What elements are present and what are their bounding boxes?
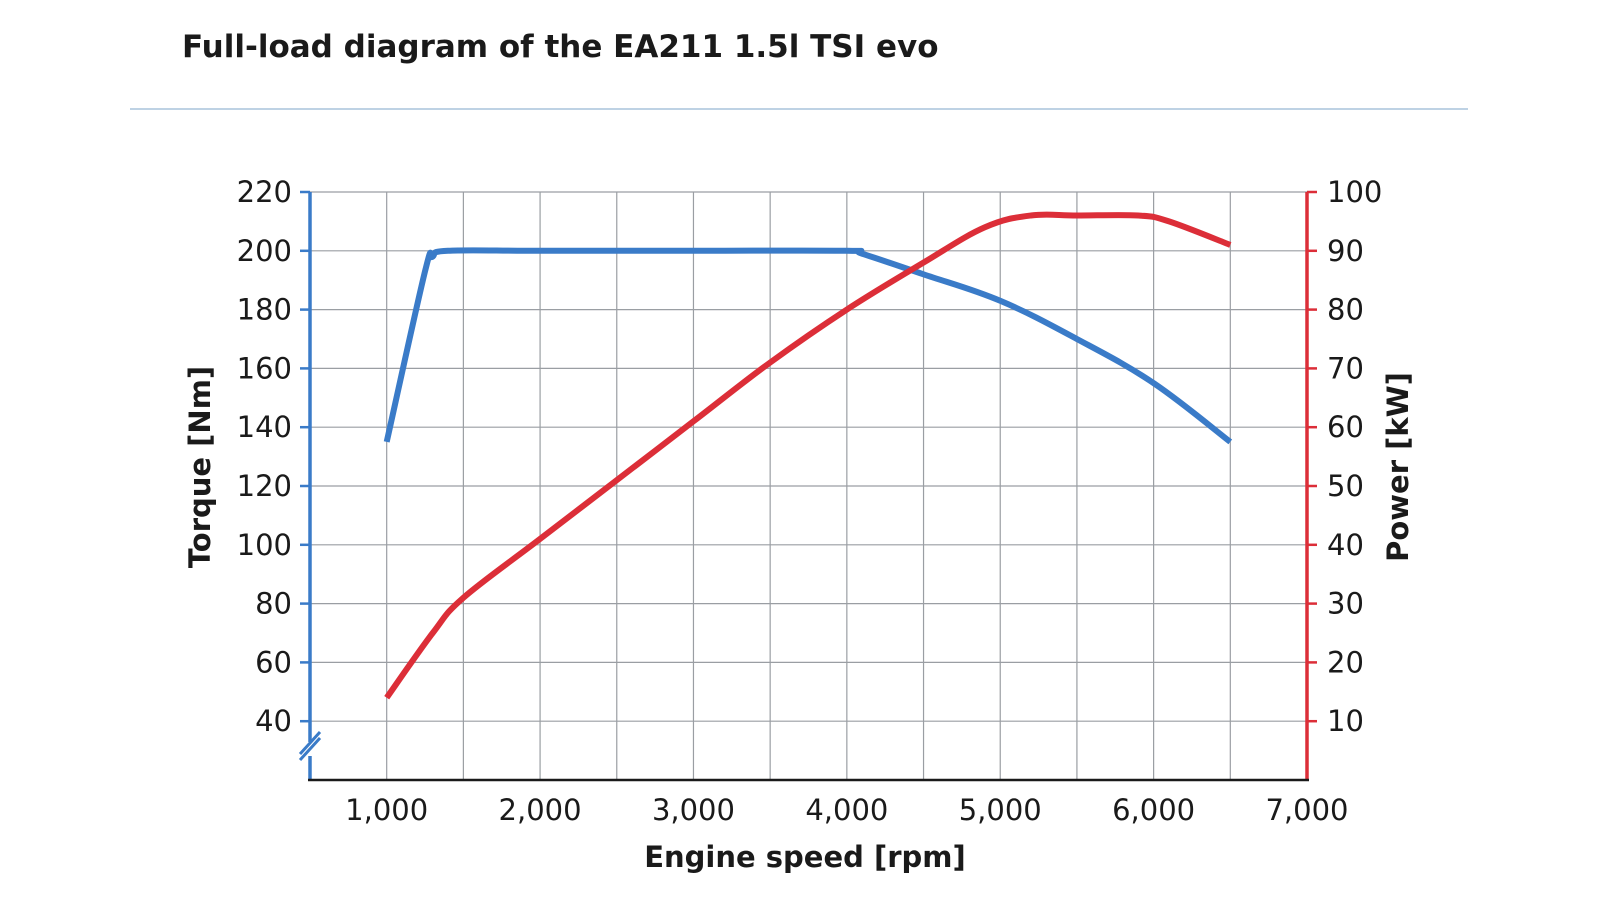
- y2-tick-label: 50: [1327, 469, 1364, 503]
- y2-tick-label: 10: [1327, 704, 1364, 738]
- x-tick-label: 6,000: [1112, 793, 1195, 827]
- chart-title: Full-load diagram of the EA211 1.5l TSI …: [182, 29, 939, 65]
- y-tick-label: 60: [255, 645, 292, 679]
- y-tick-label: 160: [237, 351, 292, 385]
- x-axis-label: Engine speed [rpm]: [644, 840, 966, 874]
- y2-tick-label: 100: [1327, 175, 1382, 209]
- series-layer: [383, 211, 1233, 700]
- y2-tick-label: 90: [1327, 234, 1364, 268]
- x-tick-label: 3,000: [652, 793, 735, 827]
- grid: [310, 191, 1307, 780]
- y-tick-label: 80: [255, 587, 292, 621]
- x-tick-label: 1,000: [345, 793, 428, 827]
- axis-break-mark: [298, 736, 322, 762]
- y-tick-label: 180: [237, 293, 292, 327]
- y-tick-label: 140: [237, 410, 292, 444]
- torque-series-line: [383, 247, 1233, 445]
- y-tick-label: 120: [237, 469, 292, 503]
- y2-tick-label: 30: [1327, 587, 1364, 621]
- axis-break-mark: [298, 730, 322, 756]
- y-tick-label: 220: [237, 175, 292, 209]
- y-tick-label: 40: [255, 704, 292, 738]
- x-tick-label: 5,000: [959, 793, 1042, 827]
- y-tick-label: 200: [237, 234, 292, 268]
- axes: [298, 190, 1317, 782]
- x-tick-label: 2,000: [499, 793, 582, 827]
- y2-tick-label: 70: [1327, 351, 1364, 385]
- x-tick-label: 4,000: [805, 793, 888, 827]
- power-series-line: [384, 211, 1232, 700]
- y2-tick-label: 80: [1327, 293, 1364, 327]
- x-tick-label: 7,000: [1265, 793, 1348, 827]
- tick-labels: 40 60 80 100 120 140 160 180 200 220 10 20 30 40 50 60 7…: [237, 175, 1383, 827]
- y2-tick-label: 40: [1327, 528, 1364, 562]
- y-axis-label: Torque [Nm]: [183, 366, 217, 568]
- y2-tick-label: 20: [1327, 645, 1364, 679]
- y2-axis-label: Power [kW]: [1381, 372, 1415, 562]
- y-tick-label: 100: [237, 528, 292, 562]
- y2-tick-label: 60: [1327, 410, 1364, 444]
